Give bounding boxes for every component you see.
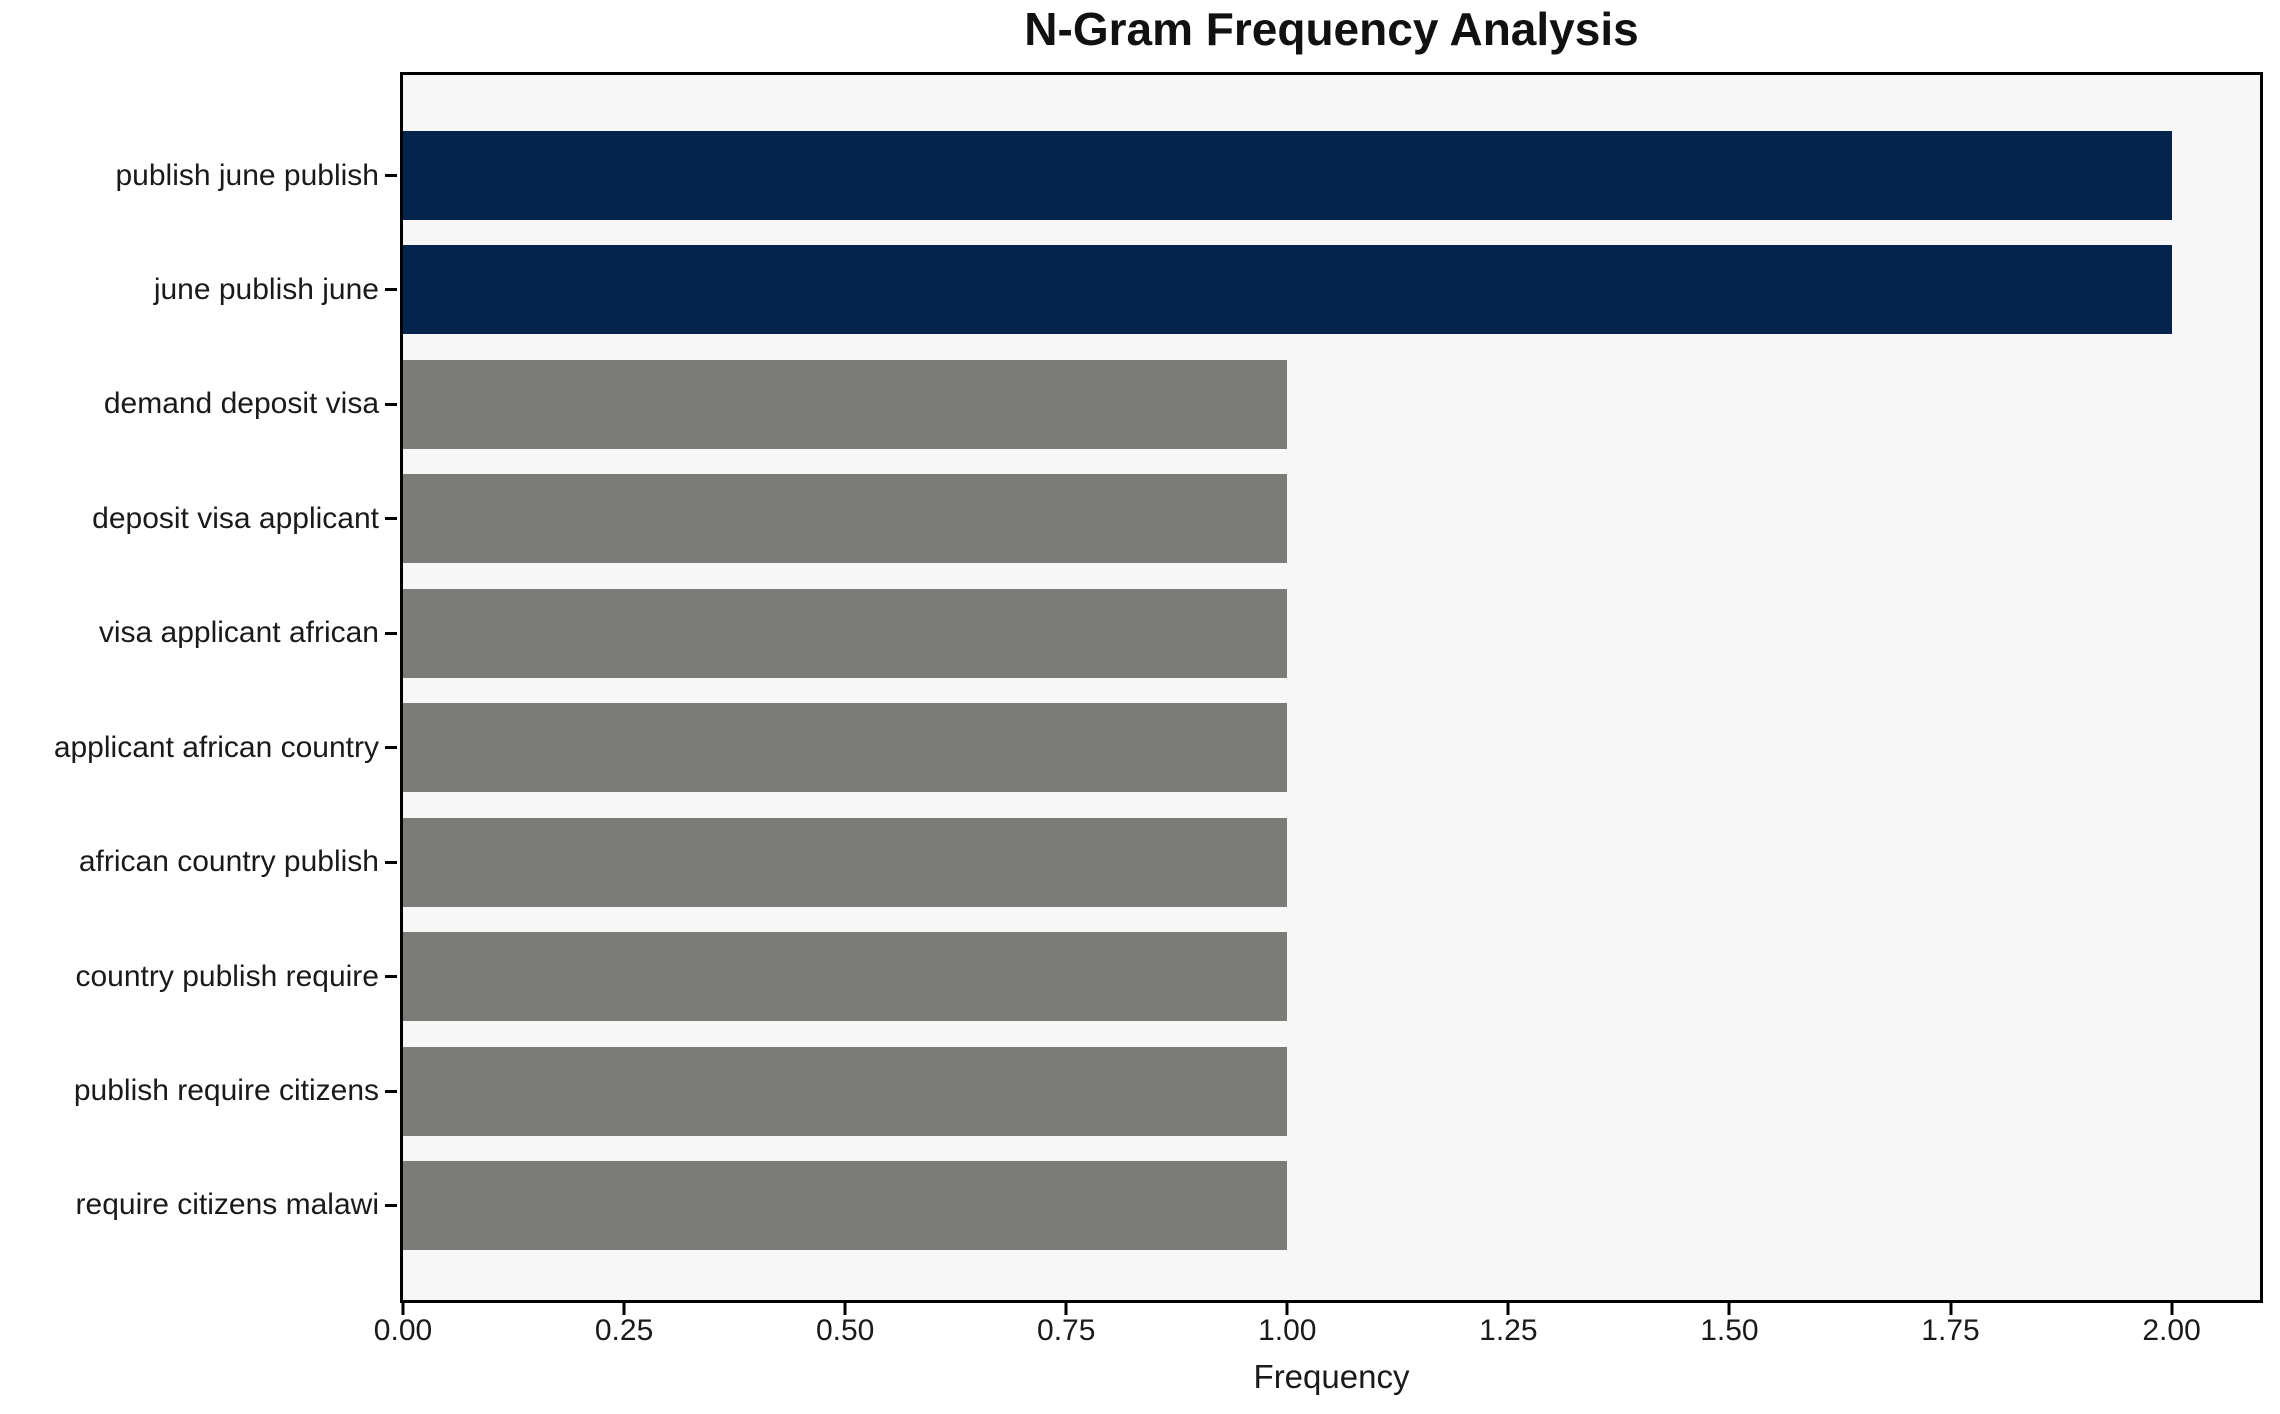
bar-row <box>385 932 2260 1022</box>
y-tick-mark <box>385 746 397 750</box>
bar-row <box>385 703 2260 793</box>
bar-row <box>385 1160 2260 1250</box>
bar <box>403 703 1288 793</box>
y-tick-label: country publish require <box>75 959 379 993</box>
bar-row <box>385 359 2260 449</box>
x-tick-mark <box>622 1303 626 1315</box>
bar-row <box>385 817 2260 907</box>
x-tick-label: 1.50 <box>1700 1314 1759 1347</box>
y-label-row: june publish june <box>0 245 379 334</box>
y-label-row: publish june publish <box>0 131 379 220</box>
x-tick-label: 1.00 <box>1258 1314 1317 1347</box>
bar <box>403 1046 1288 1136</box>
x-tick-label: 0.75 <box>1037 1314 1096 1347</box>
y-tick-label: deposit visa applicant <box>92 501 379 535</box>
bar-row <box>385 245 2260 335</box>
x-axis-tick-labels: 0.00 0.25 0.50 0.75 1.00 1.25 1.50 1.75 2.00 <box>374 1314 2260 1354</box>
chart-title: N-Gram Frequency Analysis <box>1024 3 1639 55</box>
y-tick-mark <box>385 402 397 406</box>
x-axis-label: Frequency <box>1253 1358 1410 1395</box>
y-label-row: require citizens malawi <box>0 1161 379 1250</box>
y-tick-label: visa applicant african <box>98 616 379 650</box>
y-tick-label: applicant african country <box>53 730 379 764</box>
y-label-row: visa applicant african <box>0 589 379 678</box>
y-tick-label: june publish june <box>153 272 379 306</box>
bar-row <box>385 588 2260 678</box>
x-tick-mark <box>2170 1303 2174 1315</box>
y-tick-label: require citizens malawi <box>75 1188 379 1222</box>
bar <box>403 588 1288 678</box>
x-tick-mark <box>1506 1303 1510 1315</box>
bar <box>403 932 1288 1022</box>
y-tick-mark <box>385 860 397 864</box>
y-tick-mark <box>385 975 397 979</box>
x-tick-mark <box>1949 1303 1952 1315</box>
y-label-row: publish require citizens <box>0 1047 379 1136</box>
x-tick-mark <box>1727 1303 1731 1315</box>
y-label-row: deposit visa applicant <box>0 474 379 563</box>
x-tick-label: 1.75 <box>1921 1314 1980 1347</box>
y-tick-label: demand deposit visa <box>103 387 379 421</box>
y-tick-mark <box>385 174 397 177</box>
x-tick-label: 1.25 <box>1479 1314 1538 1347</box>
y-label-row: demand deposit visa <box>0 360 379 449</box>
y-tick-label: african country publish <box>78 845 379 879</box>
x-tick-label: 2.00 <box>2142 1314 2201 1347</box>
bar <box>403 245 2172 335</box>
y-tick-mark <box>385 1203 397 1207</box>
x-tick-label: 0.50 <box>815 1314 875 1347</box>
x-tick-mark <box>843 1303 847 1315</box>
bar <box>403 131 2172 220</box>
bar <box>403 1160 1288 1250</box>
y-label-row: country publish require <box>0 932 379 1021</box>
x-tick-label: 0.25 <box>594 1314 654 1347</box>
x-tick-mark <box>1064 1303 1068 1315</box>
y-tick-mark <box>385 1089 397 1093</box>
bars-container <box>385 75 2260 1300</box>
y-label-row: applicant african country <box>0 703 379 792</box>
x-tick-mark <box>1285 1303 1289 1315</box>
bar <box>403 817 1288 907</box>
y-tick-mark <box>385 631 397 635</box>
bar <box>403 474 1288 564</box>
y-tick-mark <box>385 517 397 521</box>
bar-row <box>385 474 2260 564</box>
y-label-row: african country publish <box>0 818 379 907</box>
x-tick-label: 0.00 <box>373 1314 433 1347</box>
y-tick-mark <box>385 288 397 292</box>
y-axis-labels: publish june publish june publish june dem… <box>0 75 379 1300</box>
bar-row <box>385 1046 2260 1136</box>
x-tick-mark <box>401 1303 405 1315</box>
bar <box>403 359 1288 449</box>
plot-area <box>385 72 2263 1315</box>
y-tick-label: publish require citizens <box>73 1074 379 1107</box>
bar-row <box>385 131 2260 220</box>
y-tick-label: publish june publish <box>115 158 379 192</box>
